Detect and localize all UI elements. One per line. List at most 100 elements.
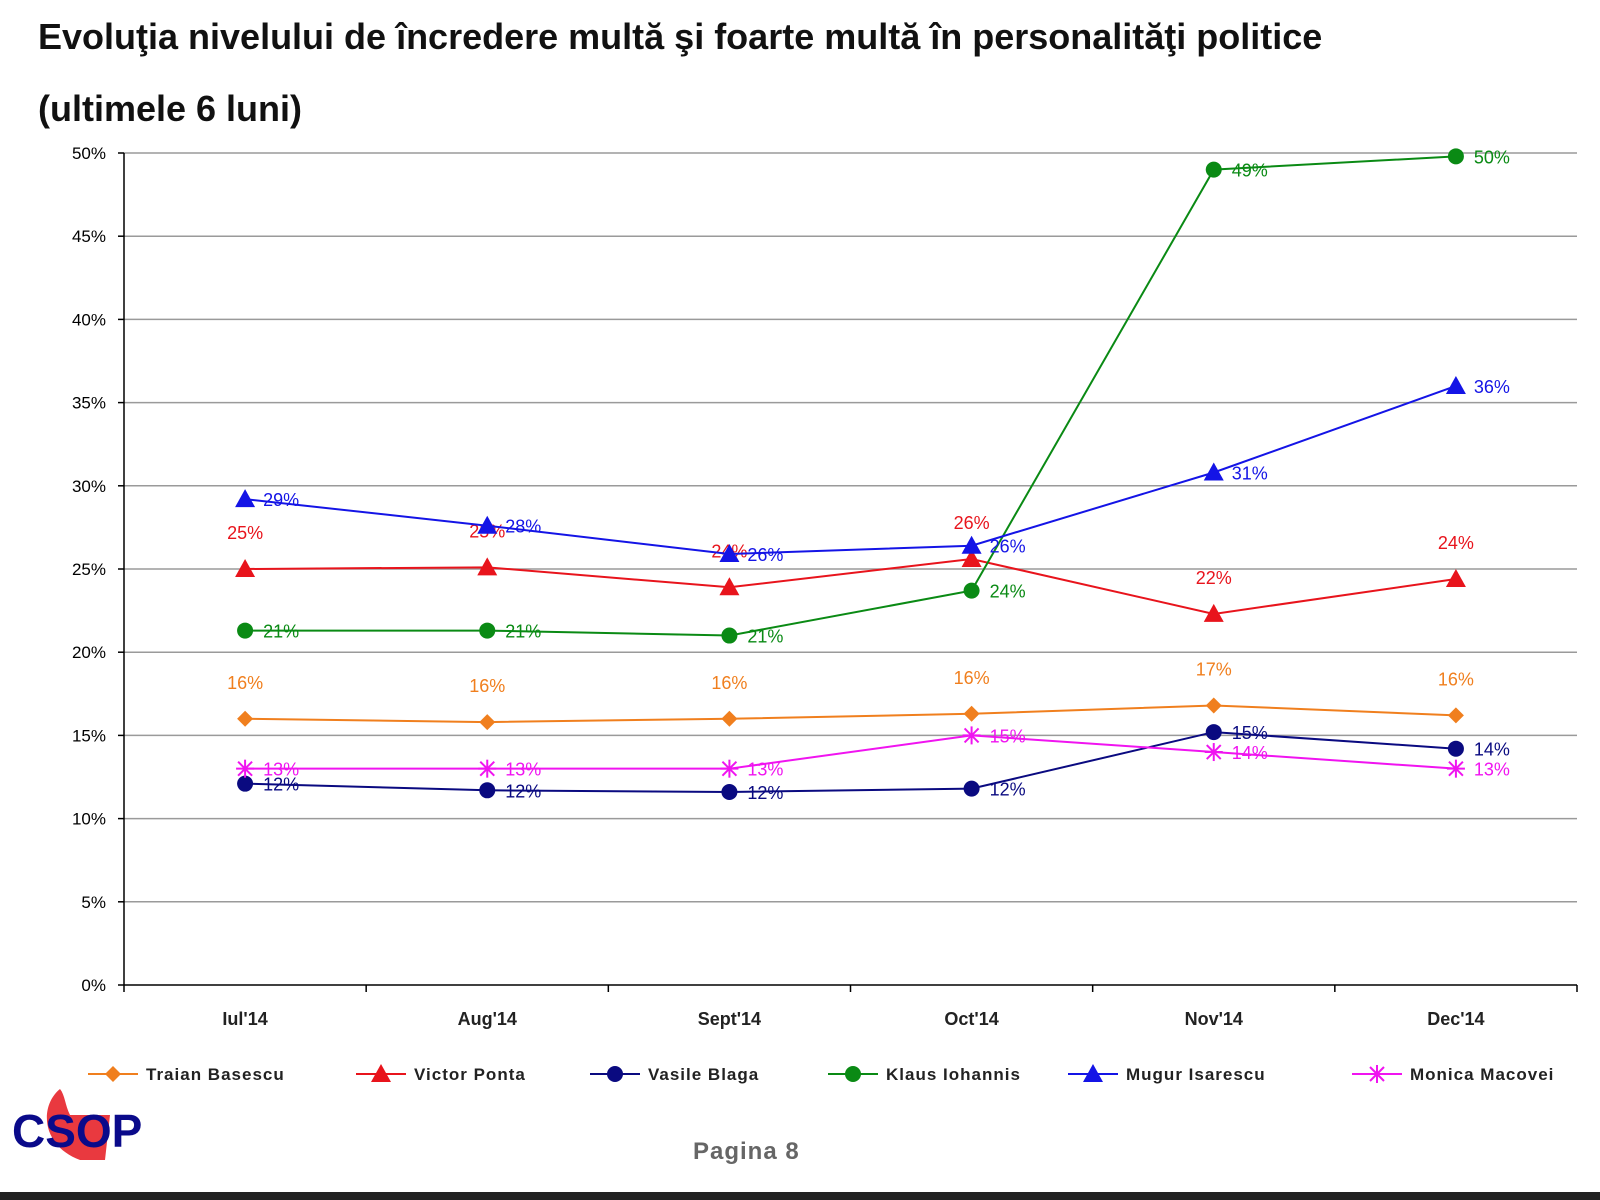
legend-label: Klaus Iohannis	[886, 1065, 1021, 1084]
chart-subtitle: (ultimele 6 luni)	[38, 88, 303, 129]
data-label: 26%	[990, 537, 1026, 557]
data-label: 15%	[1232, 723, 1268, 743]
data-point	[235, 489, 256, 508]
data-point	[721, 710, 738, 727]
y-tick-label: 45%	[72, 227, 106, 246]
data-label: 12%	[990, 780, 1026, 800]
data-label: 29%	[263, 490, 299, 510]
legend-item: Vasile Blaga	[590, 1065, 759, 1084]
data-label: 21%	[747, 627, 783, 647]
data-point	[963, 582, 980, 599]
data-point	[1446, 759, 1465, 778]
series-victor-ponta: 25%25%24%26%22%24%	[227, 513, 1474, 622]
data-label: 25%	[227, 523, 263, 543]
data-point	[237, 775, 254, 792]
data-point	[721, 627, 738, 644]
legend-item: Klaus Iohannis	[828, 1065, 1021, 1084]
data-point	[1447, 707, 1464, 724]
star-stroke	[721, 760, 738, 777]
data-point	[963, 705, 980, 722]
series-line	[245, 155, 1456, 637]
data-point	[478, 759, 497, 778]
data-point	[477, 557, 498, 576]
bottom-bar	[0, 1192, 1600, 1200]
data-label: 36%	[1474, 377, 1510, 397]
data-point	[1447, 148, 1464, 165]
star-stroke	[1448, 760, 1464, 777]
legend-marker	[1368, 1065, 1386, 1083]
data-label: 12%	[505, 781, 541, 801]
data-label: 31%	[1232, 463, 1268, 483]
star-stroke	[479, 760, 495, 777]
data-label: 13%	[1474, 760, 1510, 780]
data-point	[1205, 161, 1222, 178]
data-point	[1203, 603, 1224, 622]
data-point	[721, 783, 738, 800]
data-label: 21%	[263, 622, 299, 642]
data-point	[1445, 568, 1466, 587]
y-tick-label: 20%	[72, 643, 106, 662]
data-label: 49%	[1232, 161, 1268, 181]
data-label: 15%	[990, 726, 1026, 746]
data-label: 50%	[1474, 147, 1510, 167]
legend-label: Vasile Blaga	[648, 1065, 759, 1084]
series-line	[245, 704, 1456, 724]
x-tick-label: Dec'14	[1427, 1009, 1484, 1029]
legend-marker	[845, 1066, 861, 1082]
data-label: 24%	[1438, 533, 1474, 553]
chart-title: Evoluţia nivelului de încredere multă şi…	[38, 16, 1323, 57]
series-vasile-blaga: 12% 12% 12% 12%15%14%	[237, 723, 1510, 803]
legend-label: Victor Ponta	[414, 1065, 526, 1084]
y-tick-label: 50%	[72, 144, 106, 163]
series-line	[245, 734, 1456, 770]
data-point	[961, 549, 982, 568]
data-point	[719, 577, 740, 596]
data-point	[1205, 724, 1222, 741]
legend-item: Victor Ponta	[356, 1064, 526, 1084]
legend-item: Monica Macovei	[1352, 1065, 1553, 1084]
x-tick-label: Iul'14	[222, 1009, 267, 1029]
data-label: 12%	[263, 775, 299, 795]
data-label: 17%	[1196, 659, 1232, 679]
data-point	[1445, 375, 1466, 394]
legend-item: Mugur Isarescu	[1068, 1064, 1266, 1084]
series-line	[244, 385, 1457, 556]
star-stroke	[1206, 744, 1222, 760]
data-point	[961, 535, 982, 554]
data-label: 16%	[469, 676, 505, 696]
y-tick-label: 25%	[72, 560, 106, 579]
data-point	[719, 544, 740, 563]
series-monica-macovei: 13% 13% 13%15%14%13%	[236, 726, 1510, 780]
star-stroke	[963, 727, 980, 744]
data-label: 16%	[711, 673, 747, 693]
legend-marker	[371, 1064, 391, 1082]
legend-item: Traian Basescu	[88, 1065, 284, 1084]
data-label: 14%	[1474, 740, 1510, 760]
data-point	[479, 782, 496, 799]
data-point	[1447, 740, 1464, 757]
data-label: 24%	[990, 582, 1026, 602]
data-label: 16%	[954, 668, 990, 688]
data-label: 16%	[227, 673, 263, 693]
series-klaus-iohannis: 21% 21% 21% 24% 49% 50%	[237, 147, 1510, 647]
legend-marker	[105, 1066, 121, 1082]
x-tick-label: Aug'14	[458, 1009, 517, 1029]
x-tick-label: Oct'14	[944, 1009, 998, 1029]
x-tick-label: Nov'14	[1185, 1009, 1243, 1029]
series-line	[245, 558, 1457, 615]
data-point	[479, 714, 496, 731]
y-tick-label: 10%	[72, 810, 106, 829]
star-stroke	[237, 760, 253, 777]
data-label: 13%	[263, 760, 299, 780]
star-stroke	[1369, 1066, 1385, 1082]
data-label: 14%	[1232, 743, 1268, 763]
legend-label: Mugur Isarescu	[1126, 1065, 1266, 1084]
data-label: 22%	[1196, 568, 1232, 588]
page-number: Pagina 8	[693, 1138, 800, 1165]
csop-logo: CSOP	[10, 1085, 180, 1175]
y-tick-label: 0%	[81, 976, 106, 995]
data-point	[477, 515, 498, 534]
data-label: 21%	[505, 622, 541, 642]
series-traian-basescu: 16% 16% 16% 16% 17% 16%	[227, 659, 1474, 731]
